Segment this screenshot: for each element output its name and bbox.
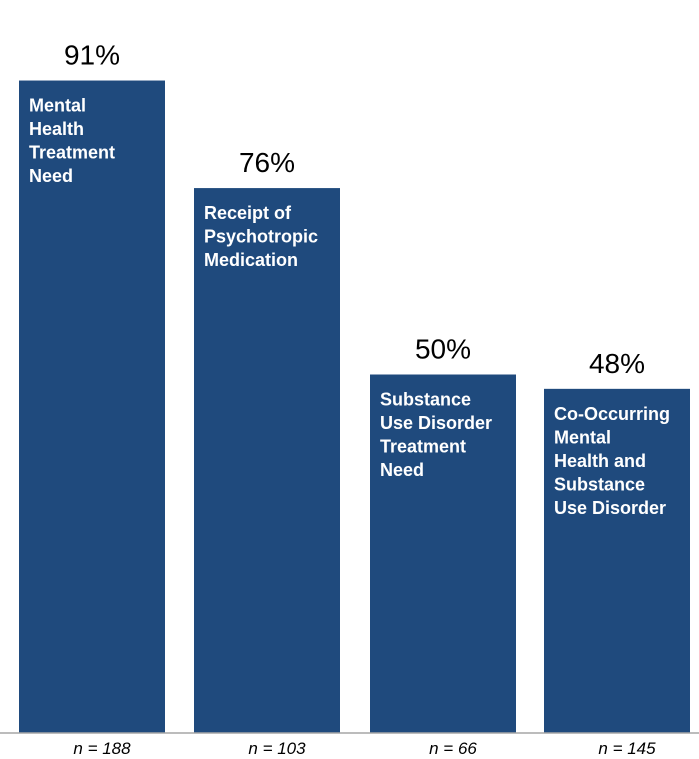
- bar-3: [370, 374, 516, 733]
- n-label-4: n = 145: [598, 739, 656, 758]
- category-label-line: Medication: [204, 250, 298, 270]
- bars-layer: [19, 80, 690, 733]
- value-label-2: 76%: [239, 147, 295, 178]
- value-label-3: 50%: [415, 334, 471, 365]
- category-label-line: Mental: [554, 427, 611, 447]
- category-label-line: Psychotropic: [204, 227, 318, 247]
- bar-4: [544, 388, 690, 733]
- category-label-line: Use Disorder: [554, 498, 666, 518]
- value-label-1: 91%: [64, 40, 120, 71]
- category-label-1: Mental Health Treatment Need: [29, 96, 115, 187]
- category-label-4: Co-Occurring Mental Health and Substance Use…: [554, 404, 670, 518]
- n-label-2: n = 103: [248, 739, 306, 758]
- category-label-line: Treatment: [29, 143, 115, 163]
- category-label-line: Substance: [380, 390, 471, 410]
- category-label-line: Receipt of: [204, 203, 292, 223]
- category-label-line: Mental: [29, 96, 86, 116]
- bar-1: [19, 80, 165, 733]
- category-label-2: Receipt of Psychotropic Medication: [204, 203, 318, 270]
- value-label-4: 48%: [589, 348, 645, 379]
- category-label-line: Use Disorder: [380, 413, 492, 433]
- category-label-line: Health and: [554, 451, 646, 471]
- bar-2: [194, 188, 340, 733]
- category-label-line: Need: [29, 166, 73, 186]
- category-label-line: Need: [380, 460, 424, 480]
- category-label-line: Health: [29, 119, 84, 139]
- n-label-1: n = 188: [73, 739, 131, 758]
- n-label-3: n = 66: [429, 739, 477, 758]
- labels-layer: 91% Mental Health Treatment Need n = 188 76% Re…: [29, 40, 670, 758]
- category-label-line: Co-Occurring: [554, 404, 670, 424]
- category-label-line: Treatment: [380, 437, 466, 457]
- category-label-line: Substance: [554, 474, 645, 494]
- category-label-3: Substance Use Disorder Treatment Need: [380, 390, 492, 481]
